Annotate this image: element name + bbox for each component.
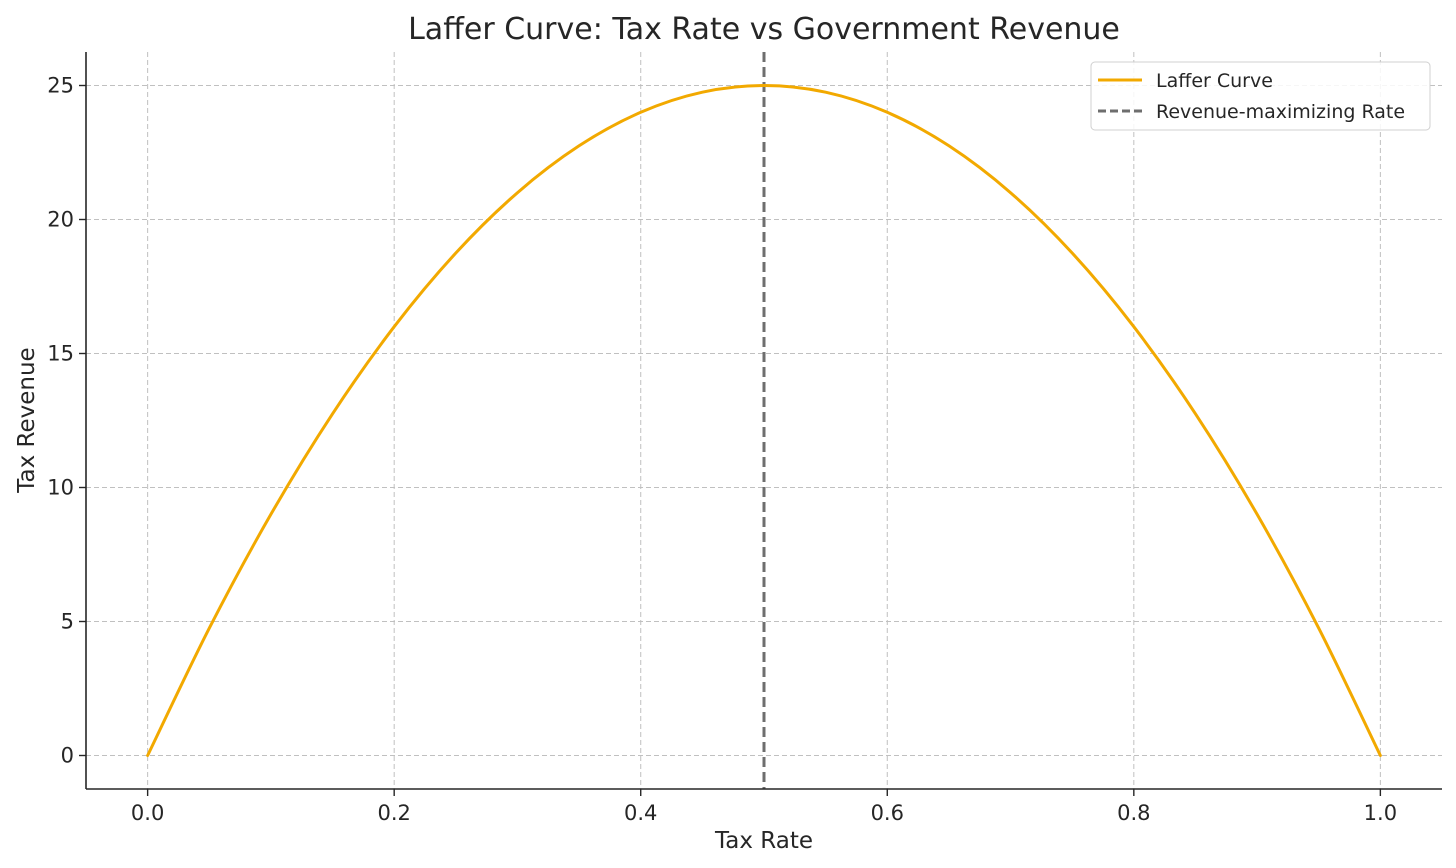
y-axis-label: Tax Revenue [14,347,40,493]
legend-item-revenue-maximizing-rate: Revenue-maximizing Rate [1098,101,1405,123]
x-ticks: 0.0 0.2 0.4 0.6 0.8 1.0 [131,789,1397,825]
x-tick-label: 0.6 [871,801,904,825]
axes [85,52,1442,790]
y-tick-label: 25 [47,74,74,98]
chart-title: Laffer Curve: Tax Rate vs Government Rev… [408,12,1120,47]
y-tick-label: 10 [47,476,74,500]
legend-label: Laffer Curve [1156,70,1273,92]
y-tick-label: 20 [47,208,74,232]
x-tick-label: 0.4 [624,801,657,825]
x-tick-label: 0.2 [377,801,410,825]
legend-item-laffer-curve: Laffer Curve [1098,70,1273,92]
y-ticks: 0 5 10 15 20 25 [47,74,86,768]
laffer-curve-line [146,84,1382,757]
legend: Laffer Curve Revenue-maximizing Rate [1090,61,1431,131]
y-tick-label: 5 [61,610,74,634]
x-tick-label: 0.8 [1117,801,1150,825]
grid [86,52,1442,789]
y-tick-label: 0 [61,744,74,768]
x-axis-label: Tax Rate [714,828,813,854]
legend-label: Revenue-maximizing Rate [1156,101,1405,123]
legend-box [1090,61,1431,131]
x-tick-label: 1.0 [1364,801,1397,825]
x-tick-label: 0.0 [131,801,164,825]
y-tick-label: 15 [47,342,74,366]
series-layer [146,84,1382,757]
